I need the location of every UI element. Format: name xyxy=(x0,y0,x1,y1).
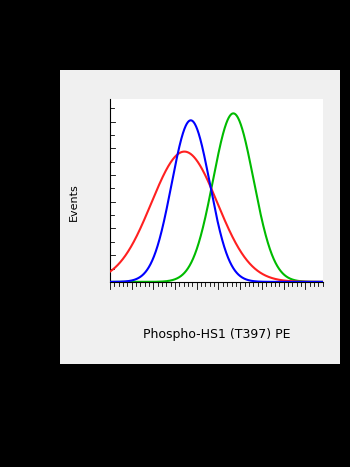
Text: Phospho-HS1 (T397) PE: Phospho-HS1 (T397) PE xyxy=(142,328,290,341)
Text: Events: Events xyxy=(69,184,78,221)
